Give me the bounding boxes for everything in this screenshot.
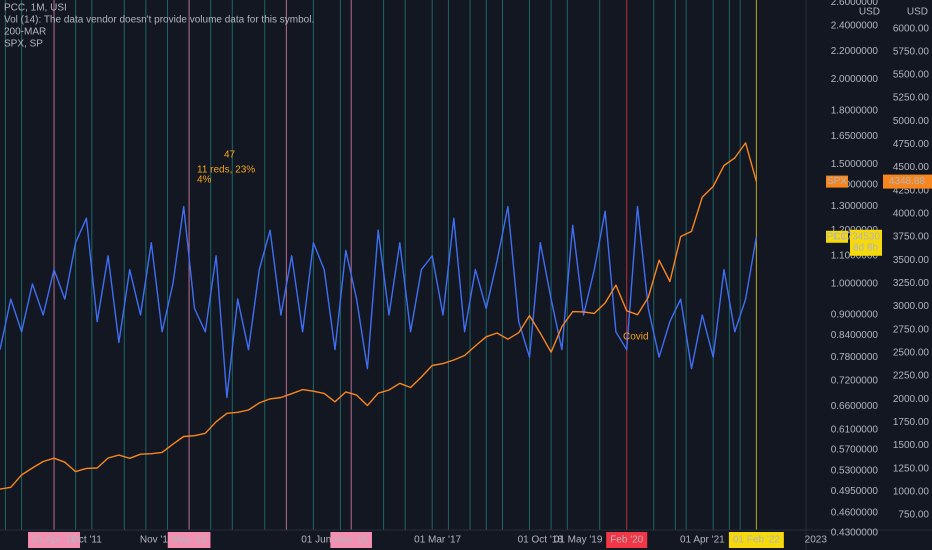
y2-tick-label: 3750.00 <box>893 232 930 243</box>
y-tick-label: 0.5700000 <box>831 444 879 455</box>
value-badge <box>883 174 932 189</box>
x-tick-label: 01 Apr '11 <box>32 535 76 546</box>
y2-tick-label: 4000.00 <box>893 209 930 220</box>
y-tick-label: 1.3000000 <box>831 201 879 212</box>
badge-value: 1.1734530 <box>833 231 881 242</box>
y2-tick-label: 4750.00 <box>893 139 930 150</box>
annotation: 4% <box>197 175 212 186</box>
y2-tick-label: 2250.00 <box>893 371 930 382</box>
y2-tick-label: 4250.00 <box>893 185 930 196</box>
y-tick-label: 0.6600000 <box>831 401 879 412</box>
x-tick-label: 01 Oct '18 <box>518 535 564 546</box>
annotation: Covid <box>623 332 649 343</box>
y2-tick-label: 1250.00 <box>893 463 930 474</box>
x-tick-label: Nov '15 <box>334 535 368 546</box>
x-tick-label: Nov '12 <box>140 535 174 546</box>
x-tick-label: 01 Jun '15 <box>301 535 347 546</box>
x-tick-label: Oct '11 <box>71 535 102 546</box>
x-tick-highlight <box>728 532 784 548</box>
badge-countdown: 8d 8h <box>853 242 878 253</box>
badge-value: 4348.88 <box>889 176 926 187</box>
x-tick-label: 2023 <box>805 535 828 546</box>
x-tick-highlight <box>28 532 81 548</box>
y2-tick-label: 5750.00 <box>893 46 930 57</box>
y2-tick-label: 4500.00 <box>893 162 930 173</box>
x-tick-label: Feb '20 <box>610 535 643 546</box>
legend-line: Vol (14): The data vendor doesn't provid… <box>4 15 314 26</box>
plot <box>0 0 758 530</box>
y-tick-label: 1.5000000 <box>831 159 879 170</box>
name-badge <box>826 175 848 188</box>
x-tick-highlight <box>167 532 211 548</box>
value-badge <box>850 229 882 256</box>
y2-tick-label: 5500.00 <box>893 70 930 81</box>
y-tick-label: 1.4000000 <box>831 179 879 190</box>
annotation: 11 reds, 23% <box>197 165 255 176</box>
annotation: 47 <box>224 150 236 161</box>
y-tick-label: 0.9000000 <box>831 310 879 321</box>
y2-tick-label: 750.00 <box>898 510 929 521</box>
y-tick-label: 2.2000000 <box>831 46 879 57</box>
y-tick-label: 1.0000000 <box>831 279 879 290</box>
x-tick-label: 01 May '19 <box>554 535 603 546</box>
y2-tick-label: 3250.00 <box>893 278 930 289</box>
legend-line: PCC, 1M, USI <box>4 3 67 14</box>
y-tick-label: 0.7200000 <box>831 375 879 386</box>
y-tick-label: 0.5300000 <box>831 466 879 477</box>
x-tick-label: May '13 <box>172 535 207 546</box>
axis-unit: USD <box>907 7 928 18</box>
y2-tick-label: 1500.00 <box>893 440 930 451</box>
y-tick-label: 0.4600000 <box>831 507 879 518</box>
y-tick-label: 0.7800000 <box>831 352 879 363</box>
legend-line: 200-MAR <box>4 27 46 38</box>
x-tick-highlight <box>330 532 372 548</box>
y2-tick-label: 6000.00 <box>893 23 930 34</box>
axis-unit: USD <box>859 7 880 18</box>
series-line <box>0 142 758 490</box>
y2-tick-label: 5000.00 <box>893 116 930 127</box>
y2-tick-label: 2500.00 <box>893 348 930 359</box>
y2-tick-label: 3500.00 <box>893 255 930 266</box>
y-tick-label: 2.6000000 <box>831 0 879 8</box>
y-tick-label: 2.0000000 <box>831 74 879 85</box>
x-tick-label: 01 Feb '22 <box>733 535 780 546</box>
y-tick-label: 0.6100000 <box>831 424 879 435</box>
series-line <box>0 205 758 399</box>
x-tick-highlight <box>606 532 648 548</box>
x-tick-label: 01 Mar '17 <box>414 535 461 546</box>
legend-line: SPX, SP <box>4 39 43 50</box>
y-tick-label: 0.4300000 <box>831 527 879 538</box>
y-tick-label: 0.4950000 <box>831 486 879 497</box>
name-badge <box>826 230 848 243</box>
y2-tick-label: 2000.00 <box>893 394 930 405</box>
y2-tick-label: 1750.00 <box>893 417 930 428</box>
badge-name: PCC <box>826 231 847 242</box>
y2-tick-label: 2750.00 <box>893 324 930 335</box>
y2-tick-label: 3000.00 <box>893 301 930 312</box>
y-tick-label: 1.6500000 <box>831 131 879 142</box>
x-tick-label: 01 Apr '21 <box>680 535 725 546</box>
y-tick-label: 1.1000000 <box>831 250 879 261</box>
y2-tick-label: 5250.00 <box>893 93 930 104</box>
y-tick-label: 2.4000000 <box>831 20 879 31</box>
y2-tick-label: 1000.00 <box>893 486 930 497</box>
y-tick-label: 1.8000000 <box>831 105 879 116</box>
y-tick-label: 0.8400000 <box>831 330 879 341</box>
badge-name: SPX <box>827 176 847 187</box>
